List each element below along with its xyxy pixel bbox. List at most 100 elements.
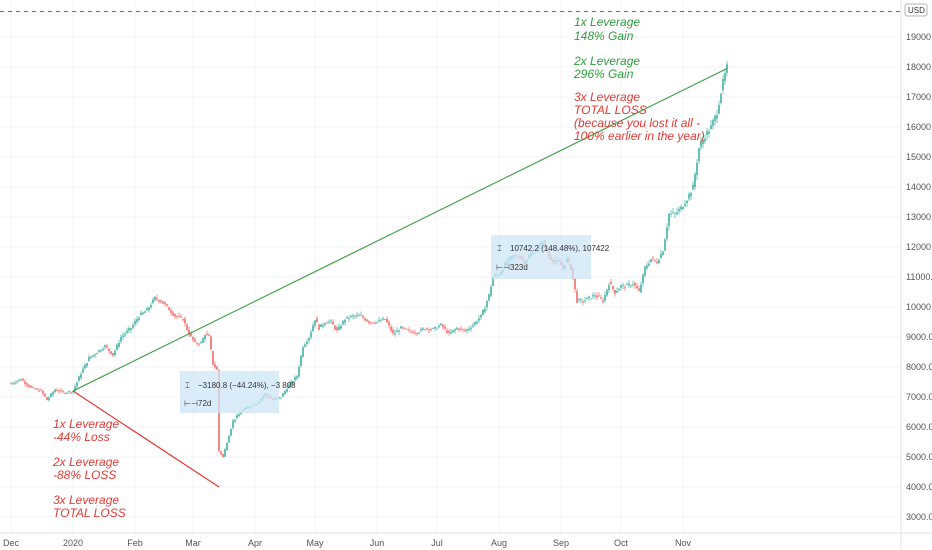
candle-body — [702, 140, 704, 145]
candle-body — [386, 318, 388, 323]
candle-body — [142, 312, 144, 315]
gain-measure-bars: 323d — [510, 263, 528, 272]
candle-body — [720, 93, 722, 104]
candle-body — [364, 318, 366, 321]
candle-body — [60, 390, 62, 392]
candle-body — [106, 345, 108, 348]
gain-measure-box[interactable]: ⌶ 10742.2 (148.48%), 107422 ⊢⊣ 323d — [491, 235, 610, 279]
candle-body — [234, 419, 236, 422]
candle-body — [628, 283, 630, 286]
candle-body — [626, 284, 628, 285]
candle-body — [340, 326, 342, 329]
gain-trend-line[interactable] — [72, 67, 728, 392]
candle-body — [606, 289, 608, 296]
candle-body — [406, 328, 408, 330]
candle-body — [640, 284, 642, 293]
candle-body — [686, 200, 688, 204]
candle-body — [10, 383, 12, 385]
candle-body — [636, 285, 638, 289]
candle-body — [180, 316, 182, 318]
candle-body — [712, 120, 714, 126]
candle-body — [398, 330, 400, 332]
drop-trend-line[interactable] — [72, 390, 220, 488]
candle-body — [388, 322, 390, 326]
candle-body — [14, 382, 16, 384]
candle-body — [708, 131, 710, 134]
candle-body — [612, 286, 614, 290]
candle-body — [236, 415, 238, 419]
candle-body — [80, 373, 82, 379]
candle-body — [226, 442, 228, 451]
candle-body — [210, 336, 212, 350]
x-tick-label: Apr — [248, 538, 262, 548]
drop-measure-price-icon: ⌶ — [185, 381, 190, 390]
annotation-88-loss: -88% LOSS — [53, 468, 116, 482]
candle-body — [402, 327, 404, 329]
candle-body — [452, 330, 454, 332]
candle-body — [416, 333, 418, 335]
candle-body — [26, 383, 28, 386]
candle-body — [196, 343, 198, 345]
y-tick-label: 8000.0 — [906, 362, 932, 372]
candle-body — [428, 329, 430, 331]
candle-body — [670, 213, 672, 215]
candle-body — [206, 333, 208, 335]
candle-body — [28, 384, 30, 388]
candle-body — [390, 326, 392, 331]
candle-body — [618, 288, 620, 291]
candle-body — [632, 283, 634, 285]
candle-body — [94, 354, 96, 356]
candle-body — [306, 341, 308, 344]
candle-body — [598, 295, 600, 297]
price-axis[interactable]: 3000.0 4000.0 5000.0 6000.0 7000.0 8000.0 9000… — [906, 32, 932, 522]
candle-body — [614, 289, 616, 294]
y-tick-label: 4000.0 — [906, 482, 932, 492]
currency-badge[interactable]: USD — [904, 3, 928, 17]
candle-body — [188, 329, 190, 336]
candle-body — [46, 397, 48, 401]
candle-body — [646, 265, 648, 269]
candle-body — [134, 321, 136, 325]
candle-body — [354, 315, 356, 317]
candle-body — [230, 428, 232, 436]
candle-body — [336, 327, 338, 331]
candle-body — [464, 330, 466, 332]
candle-body — [488, 294, 490, 301]
drop-measure-bars: 72d — [198, 399, 211, 408]
candle-body — [424, 329, 426, 331]
annotation-earlier-in-year: 100% earlier in the year) — [574, 129, 705, 143]
candle-body — [286, 389, 288, 392]
drop-measure-box[interactable]: ⌶ −3180.8 (−44.24%), −3 808 ⊢⊣ 72d — [180, 371, 296, 413]
candle-body — [678, 209, 680, 212]
top-annotations: 1x Leverage 148% Gain 2x Leverage 296% G… — [573, 15, 705, 143]
gain-measure-price: 10742.2 (148.48%), 107422 — [510, 244, 610, 253]
candle-body — [576, 290, 578, 303]
candle-body — [164, 302, 166, 305]
candle-body — [440, 323, 442, 326]
annotation-1x-leverage-gain: 1x Leverage — [574, 15, 640, 29]
candle-body — [136, 319, 138, 323]
candle-body — [666, 227, 668, 239]
candle-body — [672, 212, 674, 214]
candle-body — [138, 317, 140, 320]
y-tick-label: 16000.0 — [906, 122, 932, 132]
candle-body — [668, 213, 670, 226]
candle-body — [288, 384, 290, 388]
x-tick-label: Jun — [370, 538, 385, 548]
candle-body — [122, 335, 124, 338]
candle-body — [328, 321, 330, 323]
candle-body — [432, 328, 434, 330]
candle-body — [324, 323, 326, 325]
candle-body — [54, 389, 56, 393]
candle-body — [36, 388, 38, 390]
candle-body — [114, 350, 116, 356]
candle-body — [38, 390, 40, 392]
candle-body — [382, 318, 384, 320]
candle-body — [42, 390, 44, 394]
candle-body — [592, 294, 594, 297]
candle-body — [176, 316, 178, 317]
candle-body — [602, 300, 604, 303]
candle-body — [124, 333, 126, 336]
time-axis[interactable]: Dec 2020 Feb Mar Apr May Jun Jul Aug Sep Oct Nov — [3, 538, 692, 548]
candle-body — [70, 392, 72, 394]
